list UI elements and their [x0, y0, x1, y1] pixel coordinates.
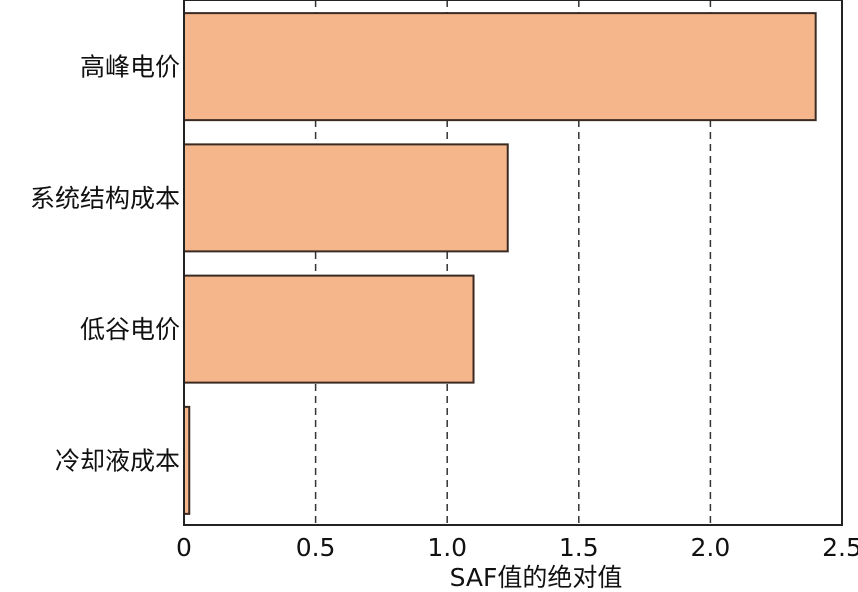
x-tick-label-0: 0: [176, 533, 192, 562]
x-axis-ticks: 0 0.5 1.0 1.5 2.0 2.5: [176, 533, 858, 562]
plot-frame: [183, 0, 843, 526]
bars: [183, 12, 817, 515]
category-label-2: 低谷电价: [80, 315, 180, 344]
x-axis-title: SAF值的绝对值: [450, 563, 623, 592]
category-label-3: 冷却液成本: [55, 446, 180, 475]
x-tick-label-4: 2.0: [691, 533, 731, 562]
x-tick-label-5: 2.5: [822, 533, 858, 562]
x-tick-label-1: 0.5: [296, 533, 336, 562]
x-tick-label-2: 1.0: [427, 533, 467, 562]
x-tick-label-3: 1.5: [559, 533, 599, 562]
bar-1: [183, 143, 509, 253]
bar-2: [183, 274, 475, 384]
category-label-1: 系统结构成本: [30, 184, 180, 213]
bar-0: [183, 12, 817, 122]
category-label-0: 高峰电价: [80, 53, 180, 82]
